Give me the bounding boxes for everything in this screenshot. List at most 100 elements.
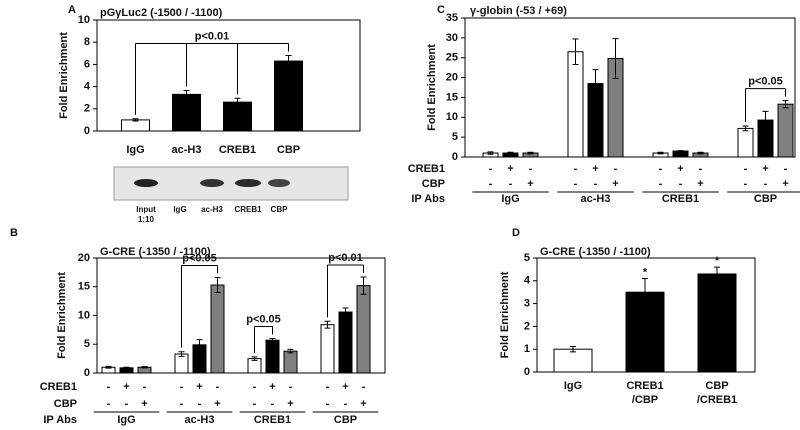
error-bar: [657, 151, 664, 155]
treatment-mark: -: [180, 398, 184, 410]
treatment-mark: -: [271, 398, 275, 410]
treatment-mark: -: [289, 381, 293, 393]
gel-band: [235, 179, 261, 187]
significance-label: p<0.05: [748, 76, 783, 88]
treatment-mark: +: [612, 178, 618, 190]
bar: [777, 103, 794, 158]
error-bar: [183, 89, 190, 99]
panel-letter: D: [512, 227, 520, 239]
gel-lane-label: CBP: [271, 205, 289, 214]
treatment-mark: -: [198, 398, 202, 410]
y-tick-label: 6: [84, 58, 90, 70]
bar: [737, 127, 754, 158]
panel-letter: A: [68, 4, 76, 16]
y-tick-label: 0: [452, 151, 458, 163]
chart-title: G-CRE (-1350 / -1100): [540, 246, 651, 258]
y-tick-label: 3: [524, 298, 530, 310]
bar: [210, 284, 225, 374]
y-tick-label: 10: [78, 309, 90, 321]
treatment-mark: +: [141, 398, 147, 410]
error-bar: [141, 366, 148, 369]
group-label: IgG: [501, 193, 519, 205]
error-bar: [572, 38, 579, 65]
treatment-mark: -: [362, 381, 366, 393]
x-tick-label: CBP: [705, 380, 728, 392]
group-label: IgG: [117, 414, 135, 426]
x-tick-label: IgG: [564, 380, 582, 392]
group-label: CREB1: [254, 414, 291, 426]
treatment-mark: +: [527, 178, 533, 190]
treatment-mark: -: [659, 163, 663, 175]
treatment-mark: -: [107, 398, 111, 410]
gel: [113, 166, 349, 201]
gel-lane-label: Input: [136, 205, 156, 214]
significance-label: p<0.01: [328, 252, 363, 264]
group-label: CBP: [754, 193, 777, 205]
error-bar: [592, 69, 599, 98]
treatment-mark: -: [529, 163, 533, 175]
treatment-mark: -: [614, 163, 618, 175]
significance-bracket: [254, 326, 273, 353]
gel-band: [134, 179, 158, 187]
bar: [356, 285, 371, 374]
y-tick-label: 5: [84, 338, 90, 350]
treatment-mark: +: [762, 163, 768, 175]
significance-bracket: [181, 265, 218, 348]
error-bar: [782, 100, 789, 109]
y-tick-label: 0: [524, 366, 530, 378]
y-tick-label: 2: [84, 103, 90, 115]
bar: [172, 93, 201, 132]
treatment-label: CREB1: [40, 381, 77, 393]
y-tick-label: 15: [78, 281, 90, 293]
group-axis-label: IP Abs: [43, 414, 77, 426]
y-axis-label: Fold Enrichment: [58, 32, 70, 119]
treatment-mark: +: [592, 163, 598, 175]
x-tick-label: /CBP: [632, 394, 658, 406]
plot-frame: [464, 17, 796, 158]
bar: [567, 51, 584, 158]
y-tick-label: 0: [84, 367, 90, 379]
error-bar: [196, 339, 203, 351]
error-bar: [285, 55, 292, 68]
treatment-mark: -: [125, 398, 129, 410]
treatment-mark: -: [509, 178, 513, 190]
error-bar: [742, 125, 749, 132]
x-tick-label: IgG: [126, 144, 144, 156]
error-bar: [714, 266, 720, 282]
treatment-mark: +: [342, 381, 348, 393]
error-bar: [123, 366, 130, 369]
treatment-mark: -: [784, 163, 788, 175]
x-tick-label: CREB1: [626, 380, 663, 392]
bar: [265, 339, 280, 374]
error-bar: [324, 320, 331, 329]
treatment-mark: -: [344, 398, 348, 410]
treatment-mark: -: [679, 178, 683, 190]
treatment-mark: +: [269, 381, 275, 393]
y-tick-label: 1: [524, 343, 530, 355]
error-bar: [269, 338, 276, 343]
error-bar: [677, 150, 684, 152]
group-label: ac-H3: [581, 193, 611, 205]
x-tick-label: ac-H3: [172, 144, 202, 156]
error-bar: [178, 351, 185, 357]
error-bar: [234, 97, 241, 107]
error-bar: [507, 151, 514, 155]
treatment-label: CBP: [54, 398, 77, 410]
treatment-mark: +: [697, 178, 703, 190]
treatment-label: CREB1: [408, 163, 445, 175]
y-tick-label: 35: [446, 12, 458, 24]
y-tick-label: 10: [446, 111, 458, 123]
treatment-mark: -: [744, 178, 748, 190]
chart-title: pGγLuc2 (-1500 / -1100): [100, 7, 223, 19]
treatment-mark: -: [326, 398, 330, 410]
treatment-mark: -: [574, 163, 578, 175]
y-axis-label: Fold Enrichment: [56, 272, 68, 359]
treatment-mark: +: [782, 178, 788, 190]
error-bar: [132, 118, 139, 122]
treatment-mark: +: [196, 381, 202, 393]
error-bar: [642, 278, 648, 307]
bar: [320, 324, 335, 374]
treatment-mark: -: [216, 381, 220, 393]
treatment-mark: -: [143, 381, 147, 393]
